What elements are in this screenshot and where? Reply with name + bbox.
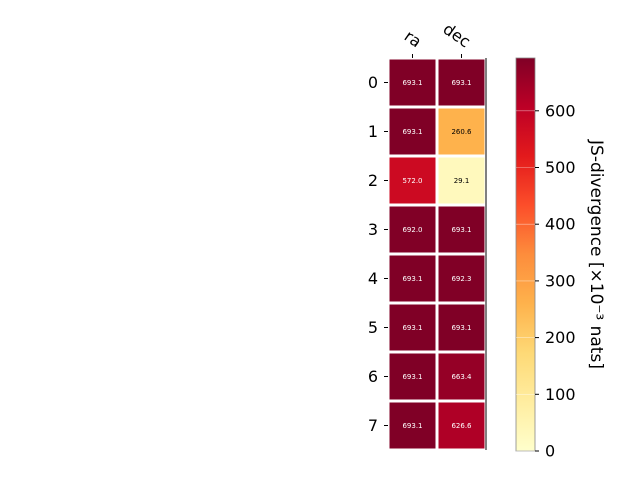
cell-value-label: 693.1 — [451, 79, 471, 87]
cell-value-label: 693.1 — [402, 422, 422, 430]
row-tick-label: 5 — [368, 318, 378, 337]
row-tick-label: 3 — [368, 220, 378, 239]
colorbar-tick-label: 200 — [545, 328, 576, 347]
colorbar: 0 100 200 300 400 500 600 JS-divergence [×10⁻³… — [515, 57, 606, 461]
heatmap-cell — [438, 353, 485, 400]
colorbar-gradient — [515, 57, 536, 452]
colorbar-tick-label: 600 — [545, 101, 576, 120]
row-tick-label: 4 — [368, 269, 378, 288]
heatmap-cell — [438, 59, 485, 106]
colorbar-tick-label: 100 — [545, 385, 576, 404]
heatmap-cell — [389, 353, 436, 400]
cell-value-label: 29.1 — [454, 177, 470, 185]
cell-value-label: 572.0 — [402, 177, 422, 185]
row-tick-label: 7 — [368, 416, 378, 435]
cell-value-label: 693.1 — [402, 324, 422, 332]
heatmap-cell — [438, 108, 485, 155]
cell-value-label: 663.4 — [451, 373, 472, 381]
colorbar-tick-label: 300 — [545, 271, 576, 290]
row-tick-label: 2 — [368, 171, 378, 190]
row-tick-label: 1 — [368, 122, 378, 141]
colorbar-tick-label: 500 — [545, 158, 576, 177]
colorbar-tick-label: 0 — [545, 442, 555, 461]
heatmap-cell — [438, 304, 485, 351]
heatmap-cell — [438, 157, 485, 204]
colorbar-tick-label: 400 — [545, 215, 576, 234]
column-tick-label: dec — [440, 19, 474, 51]
row-tick-label: 0 — [368, 73, 378, 92]
cell-value-label: 693.1 — [402, 373, 422, 381]
cell-value-label: 693.1 — [451, 324, 471, 332]
column-tick-label: ra — [401, 26, 425, 51]
heatmap-cell — [389, 255, 436, 302]
heatmap-cell — [389, 157, 436, 204]
heatmap-cell — [389, 59, 436, 106]
cell-value-label: 692.3 — [451, 275, 471, 283]
row-tick-label: 6 — [368, 367, 378, 386]
cell-value-label: 692.0 — [402, 226, 422, 234]
heatmap-cell — [389, 304, 436, 351]
heatmap-cell — [438, 255, 485, 302]
heatmap-cell — [389, 206, 436, 253]
heatmap-cells: 693.1 693.1 693.1 260.6 572.0 29.1 692.0 693.1 6… — [389, 59, 485, 449]
cell-value-label: 693.1 — [451, 226, 471, 234]
colorbar-label: JS-divergence [×10⁻³ nats] — [586, 139, 606, 369]
heatmap-cell — [389, 402, 436, 449]
cell-value-label: 693.1 — [402, 128, 422, 136]
cell-value-label: 693.1 — [402, 275, 422, 283]
heatmap-cell — [389, 108, 436, 155]
heatmap-cell — [438, 206, 485, 253]
cell-value-label: 626.6 — [451, 422, 472, 430]
cell-value-label: 260.6 — [451, 128, 472, 136]
colorbar-ticks: 0 100 200 300 400 500 600 — [516, 101, 576, 461]
heatmap-cell — [438, 402, 485, 449]
cell-value-label: 693.1 — [402, 79, 422, 87]
